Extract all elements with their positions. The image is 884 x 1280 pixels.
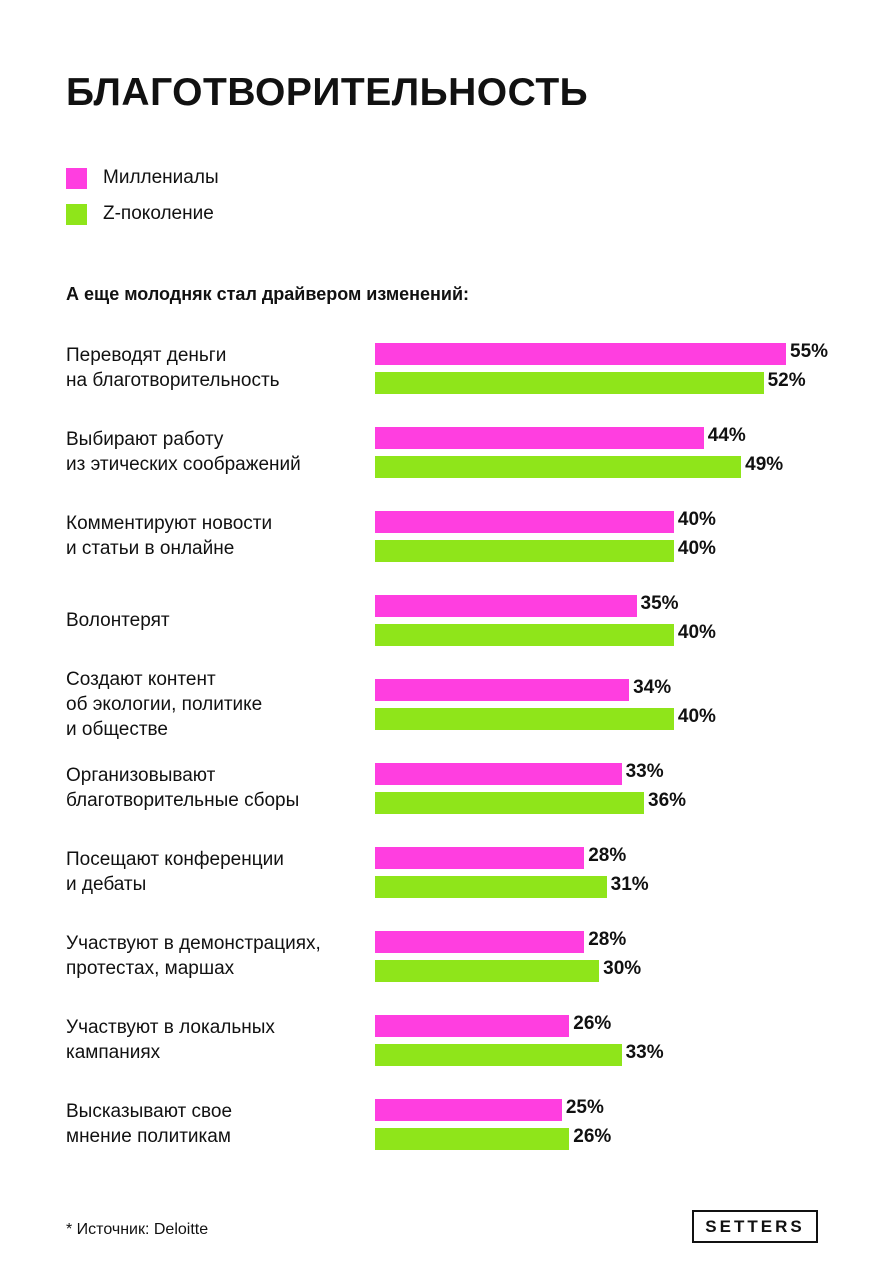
- bar-millennials: [375, 427, 704, 449]
- bar-genz: [375, 876, 607, 898]
- legend-swatch-genz: [66, 203, 87, 225]
- setters-logo: SETTERS: [692, 1210, 818, 1243]
- value-label: 40%: [677, 538, 716, 559]
- category-label: Создают контент об экологии, политике и …: [66, 668, 263, 740]
- chart-title: БЛАГОТВОРИТЕЛЬНОСТЬ: [66, 71, 589, 114]
- source-note: * Источник: Deloitte: [66, 1221, 209, 1238]
- value-label: 52%: [767, 370, 806, 391]
- bar-genz: [375, 960, 600, 982]
- category-label: Посещают конференции и дебаты: [66, 849, 284, 895]
- value-label: 44%: [707, 425, 746, 446]
- category-label: Комментируют новости и статьи в онлайне: [66, 513, 273, 559]
- bar-millennials: [375, 595, 637, 617]
- value-label: 49%: [745, 454, 784, 475]
- value-label: 28%: [588, 929, 627, 950]
- category-label: Участвуют в локальных кампаниях: [66, 1017, 275, 1063]
- category-label: Высказывают свое мнение политикам: [66, 1101, 233, 1147]
- value-label: 35%: [640, 593, 679, 614]
- bar-genz: [375, 708, 674, 730]
- bar-genz: [375, 1128, 570, 1150]
- bar-millennials: [375, 511, 674, 533]
- bar-millennials: [375, 1099, 562, 1121]
- bar-millennials: [375, 679, 630, 701]
- category-label: Переводят деньги на благотворительность: [66, 345, 280, 391]
- category-label: Участвуют в демонстрациях, протестах, ма…: [66, 933, 321, 979]
- bar-millennials: [375, 1015, 570, 1037]
- value-label: 55%: [790, 341, 829, 362]
- category-label: Волонтерят: [66, 609, 170, 631]
- value-label: 36%: [648, 790, 687, 811]
- value-label: 40%: [677, 509, 716, 530]
- legend: Миллениалы Z-поколение: [66, 166, 219, 238]
- value-label: 34%: [633, 677, 672, 698]
- value-label: 25%: [565, 1097, 604, 1118]
- bar-millennials: [375, 763, 622, 785]
- bar-millennials: [375, 931, 585, 953]
- value-label: 31%: [610, 874, 649, 895]
- value-label: 28%: [588, 845, 627, 866]
- legend-item-genz: Z-поколение: [66, 202, 219, 226]
- value-label: 40%: [677, 622, 716, 643]
- value-label: 40%: [677, 706, 716, 727]
- bar-genz: [375, 540, 674, 562]
- bar-millennials: [375, 343, 786, 365]
- value-label: 33%: [625, 1042, 664, 1063]
- bar-millennials: [375, 847, 585, 869]
- category-label: Организовывают благотворительные сборы: [66, 765, 300, 811]
- chart-subtitle: А еще молодняк стал драйвером изменений:: [66, 284, 470, 304]
- legend-label-millennials: Миллениалы: [103, 167, 219, 188]
- legend-label-genz: Z-поколение: [103, 203, 214, 224]
- bar-genz: [375, 624, 674, 646]
- value-label: 33%: [625, 761, 664, 782]
- bar-genz: [375, 792, 645, 814]
- legend-swatch-millennials: [66, 167, 87, 189]
- value-label: 30%: [603, 958, 642, 979]
- legend-item-millennials: Миллениалы: [66, 166, 219, 190]
- bar-genz: [375, 1044, 622, 1066]
- bar-genz: [375, 372, 764, 394]
- category-label: Выбирают работу из этических соображений: [66, 429, 301, 475]
- value-label: 26%: [573, 1013, 612, 1034]
- value-label: 26%: [573, 1126, 612, 1147]
- bar-genz: [375, 456, 742, 478]
